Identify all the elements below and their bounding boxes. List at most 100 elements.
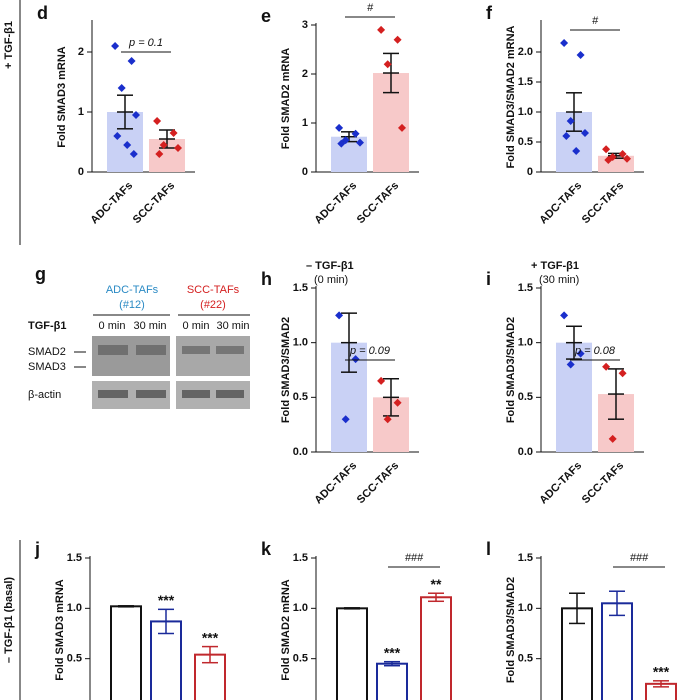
chart-subtitle: (0 min) [314, 274, 348, 286]
panel-letter: h [261, 269, 272, 289]
x-tick-label: ADC-TAFs [312, 180, 359, 227]
y-tick-label: 1.0 [518, 106, 533, 118]
chart-title: – TGF-β1 [306, 260, 354, 272]
data-point [174, 144, 182, 152]
x-tick-label: ADC-TAFs [537, 180, 584, 227]
y-tick-label: 1.0 [67, 602, 82, 614]
blot-band [182, 346, 210, 354]
data-point [377, 25, 386, 34]
y-tick-label: 1 [78, 106, 84, 118]
bar [556, 342, 592, 452]
significance: *** [653, 664, 670, 680]
bracket-label: p = 0.1 [128, 37, 163, 49]
blot-band [216, 390, 244, 398]
y-tick-label: 0.5 [518, 136, 533, 148]
significance: *** [202, 629, 219, 645]
y-tick-label: 0.5 [518, 391, 533, 403]
chart-subtitle: (30 min) [539, 274, 579, 286]
data-point [572, 147, 581, 155]
y-tick-label: 0.5 [518, 653, 533, 665]
panel-letter: f [486, 3, 493, 23]
y-tick-label: 1.0 [518, 602, 533, 614]
data-point [562, 132, 571, 140]
chart-title: + TGF-β1 [531, 260, 579, 272]
y-tick-label: 0.0 [293, 446, 308, 458]
band-label: β-actin [28, 389, 61, 401]
bracket-label: p = 0.09 [349, 345, 390, 357]
y-axis-label: Fold SMAD3 mRNA [54, 579, 66, 681]
group-id: (#22) [200, 299, 226, 311]
blot-band [136, 390, 166, 398]
y-tick-label: 1.5 [518, 76, 533, 88]
panel-letter: e [261, 6, 271, 26]
data-point [623, 154, 631, 163]
data-point [618, 369, 627, 378]
y-axis-label: Fold SMAD3/SMAD2 [505, 317, 517, 423]
y-tick-label: 2.0 [518, 46, 533, 58]
bar [601, 602, 633, 700]
data-point [618, 150, 627, 158]
data-point [398, 123, 406, 132]
data-point [581, 129, 589, 137]
y-tick-label: 1.0 [293, 602, 308, 614]
data-point [123, 141, 132, 149]
y-axis-label: Fold SMAD2 mRNA [280, 48, 292, 150]
y-tick-label: 1.5 [518, 552, 533, 564]
y-tick-label: 0 [302, 166, 308, 178]
group-label: ADC-TAFs [106, 284, 159, 296]
significance: *** [158, 592, 175, 608]
panel-letter: g [35, 264, 46, 284]
data-point [335, 311, 344, 320]
data-point [337, 139, 346, 148]
x-tick-label: SCC-TAFs [131, 180, 177, 226]
y-tick-label: 0.5 [67, 653, 82, 665]
data-point [393, 398, 402, 407]
y-tick-label: 0.0 [518, 446, 533, 458]
bar [420, 596, 452, 700]
x-tick-label: SCC-TAFs [580, 180, 626, 226]
bracket-label: p = 0.08 [574, 345, 616, 357]
panel-letter: d [37, 3, 48, 23]
blot-band [216, 346, 244, 354]
time-label: 0 min [99, 320, 126, 332]
group-label: SCC-TAFs [187, 284, 240, 296]
y-tick-label: 1.5 [293, 552, 308, 564]
x-tick-label: ADC-TAFs [312, 460, 359, 507]
y-tick-label: 1.0 [293, 337, 308, 349]
data-point [560, 39, 569, 47]
bracket-label: ### [630, 552, 649, 564]
y-axis-label: Fold SMAD3 mRNA [56, 46, 68, 148]
group-id: (#12) [119, 299, 145, 311]
y-tick-label: 0 [78, 166, 84, 178]
x-tick-label: ADC-TAFs [537, 460, 584, 507]
bar [336, 607, 368, 700]
bracket-label: # [592, 15, 599, 27]
y-tick-label: 1 [302, 117, 308, 129]
panel-letter: k [261, 539, 272, 559]
significance: *** [384, 644, 401, 660]
band-label: SMAD2 [28, 346, 66, 358]
time-label: 30 min [133, 320, 166, 332]
y-tick-label: 1.0 [518, 337, 533, 349]
band-label: SMAD3 [28, 361, 66, 373]
data-point [604, 156, 613, 164]
blot-band [182, 390, 210, 398]
data-point [117, 84, 126, 92]
panel-letter: j [34, 539, 40, 559]
y-tick-label: 2 [78, 46, 84, 58]
x-tick-label: SCC-TAFs [580, 460, 626, 506]
significance: ** [431, 576, 442, 592]
data-point [351, 355, 360, 364]
blot-band [92, 336, 170, 376]
side-label: – TGF-β1 (basal) [3, 577, 15, 664]
treatment-label: TGF-β1 [28, 320, 67, 332]
data-point [127, 57, 136, 65]
panel-letter: l [486, 539, 491, 559]
time-label: 30 min [216, 320, 249, 332]
x-tick-label: ADC-TAFs [88, 180, 135, 227]
data-point [602, 362, 611, 371]
y-tick-label: 0.5 [293, 653, 308, 665]
bar [376, 662, 408, 700]
data-point [566, 117, 575, 125]
